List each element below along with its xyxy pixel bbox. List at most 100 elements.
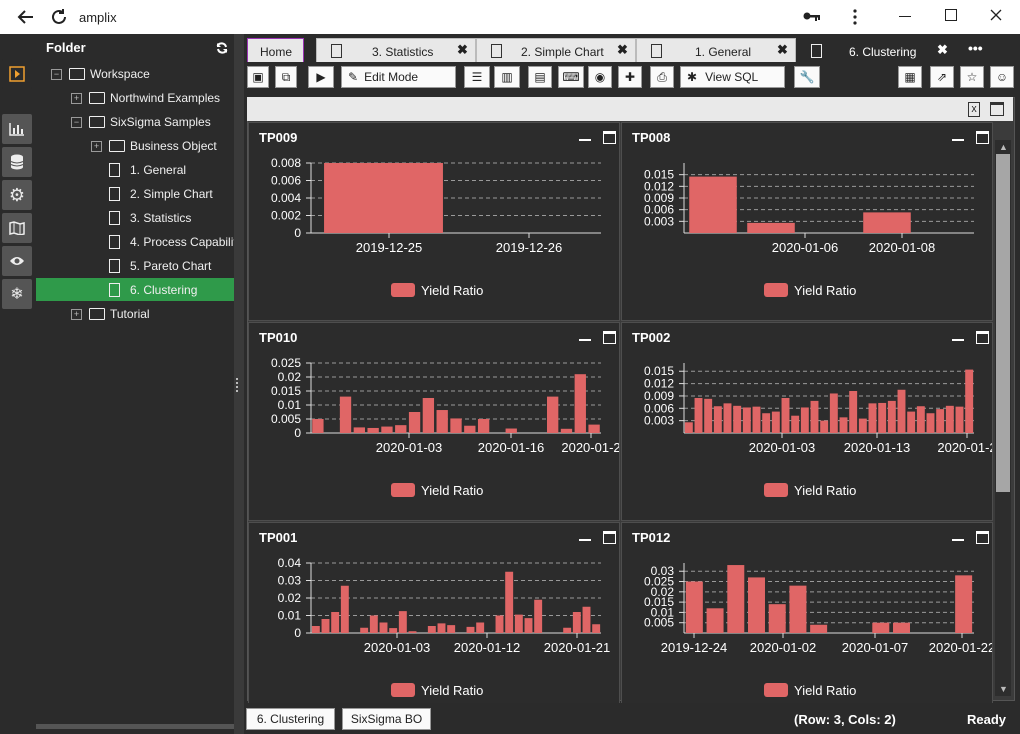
maximize-panel-icon[interactable] xyxy=(603,331,616,344)
legend-label[interactable]: Yield Ratio xyxy=(421,683,483,698)
bar[interactable] xyxy=(427,626,436,633)
map-icon[interactable] xyxy=(2,213,32,243)
bar[interactable] xyxy=(863,212,911,233)
bar[interactable] xyxy=(723,403,732,433)
legend-swatch[interactable] xyxy=(391,483,415,497)
bar[interactable] xyxy=(820,420,829,433)
more-tabs-icon[interactable]: ••• xyxy=(968,40,983,56)
minimize-icon[interactable] xyxy=(899,16,911,17)
tree-item-clustering[interactable]: 6. Clustering xyxy=(130,283,198,297)
bar[interactable] xyxy=(878,402,887,433)
tab-general[interactable]: 1. General ✖ xyxy=(636,38,796,64)
search-icon[interactable]: ◉ xyxy=(588,66,612,88)
bar[interactable] xyxy=(379,622,388,634)
bar[interactable] xyxy=(839,417,848,433)
bar[interactable] xyxy=(560,428,573,433)
bar[interactable] xyxy=(464,425,476,433)
scroll-thumb[interactable] xyxy=(996,154,1010,492)
close-tab-icon[interactable]: ✖ xyxy=(777,42,788,57)
bar[interactable] xyxy=(829,393,838,433)
bar[interactable] xyxy=(945,405,954,433)
bar[interactable] xyxy=(477,419,490,433)
minimize-panel-icon[interactable] xyxy=(579,529,591,541)
collapse-toggle[interactable]: − xyxy=(71,117,82,128)
bar[interactable] xyxy=(450,418,462,433)
status-tab-clustering[interactable]: 6. Clustering xyxy=(246,708,335,730)
bar[interactable] xyxy=(689,176,737,233)
refresh-folder-icon[interactable] xyxy=(216,42,228,54)
bar[interactable] xyxy=(887,400,896,433)
tree-item-statistics[interactable]: 3. Statistics xyxy=(130,211,192,225)
bar[interactable] xyxy=(324,163,443,233)
maximize-panel-icon[interactable] xyxy=(603,131,616,144)
edit-mode-button[interactable]: ✎ Edit Mode xyxy=(341,66,456,88)
scroll-down-icon[interactable]: ▼ xyxy=(999,684,1008,694)
wrench-icon[interactable]: 🔧 xyxy=(794,66,820,88)
chart-icon[interactable]: ▥ xyxy=(494,66,520,88)
expand-toggle[interactable]: + xyxy=(71,309,82,320)
maximize-panel-icon[interactable] xyxy=(976,331,989,344)
close-tab-icon[interactable]: ✖ xyxy=(937,42,948,57)
legend-label[interactable]: Yield Ratio xyxy=(794,283,856,298)
close-tab-icon[interactable]: ✖ xyxy=(617,42,628,57)
tab-clustering[interactable]: 6. Clustering ✖ xyxy=(796,38,956,64)
bar[interactable] xyxy=(312,419,324,433)
legend-label[interactable]: Yield Ratio xyxy=(794,483,856,498)
legend-swatch[interactable] xyxy=(391,683,415,697)
bar[interactable] xyxy=(353,427,365,433)
bar[interactable] xyxy=(563,627,572,633)
tree-item-tutorial[interactable]: Tutorial xyxy=(110,307,150,321)
maximize-dashboard-icon[interactable] xyxy=(990,102,1004,116)
bar[interactable] xyxy=(422,398,435,433)
tree-item-business-object[interactable]: Business Object xyxy=(130,139,217,153)
more-vertical-icon[interactable] xyxy=(852,9,858,25)
bar[interactable] xyxy=(916,406,925,433)
bar[interactable] xyxy=(466,626,475,633)
key-icon[interactable] xyxy=(803,10,821,22)
star-icon[interactable]: ☆ xyxy=(960,66,984,88)
bar[interactable] xyxy=(436,410,448,433)
bar[interactable] xyxy=(572,612,581,633)
bar[interactable] xyxy=(704,398,713,433)
bar[interactable] xyxy=(789,585,807,633)
bar[interactable] xyxy=(955,406,964,433)
bar[interactable] xyxy=(311,626,320,633)
dashboard-scrollbar[interactable]: ▲ ▼ xyxy=(995,140,1011,696)
tree-item-general[interactable]: 1. General xyxy=(130,163,187,177)
bar[interactable] xyxy=(547,396,559,433)
bar[interactable] xyxy=(398,611,407,633)
minimize-panel-icon[interactable] xyxy=(952,529,964,541)
legend-swatch[interactable] xyxy=(764,683,788,697)
panel-splitter[interactable] xyxy=(234,34,244,734)
legend-label[interactable]: Yield Ratio xyxy=(421,483,483,498)
bar[interactable] xyxy=(791,415,800,433)
add-icon[interactable]: ✚ xyxy=(618,66,642,88)
bar[interactable] xyxy=(582,606,591,633)
bar[interactable] xyxy=(389,628,398,633)
bar[interactable] xyxy=(684,422,693,433)
bar[interactable] xyxy=(872,622,890,633)
bar[interactable] xyxy=(381,426,393,433)
print-icon[interactable]: ⎙ xyxy=(650,66,674,88)
bar[interactable] xyxy=(505,428,517,433)
minimize-panel-icon[interactable] xyxy=(579,329,591,341)
legend-swatch[interactable] xyxy=(764,483,788,497)
database-icon[interactable] xyxy=(2,147,32,177)
bar[interactable] xyxy=(505,571,514,633)
legend-label[interactable]: Yield Ratio xyxy=(794,683,856,698)
bar[interactable] xyxy=(395,425,407,433)
bar[interactable] xyxy=(321,619,330,633)
legend-swatch[interactable] xyxy=(391,283,415,297)
bar[interactable] xyxy=(768,604,786,633)
bar[interactable] xyxy=(742,407,751,433)
tab-simple-chart[interactable]: 2. Simple Chart ✖ xyxy=(476,38,636,64)
legend-swatch[interactable] xyxy=(764,283,788,297)
bar[interactable] xyxy=(762,413,771,433)
bar[interactable] xyxy=(369,615,378,634)
bar[interactable] xyxy=(849,391,858,433)
bar[interactable] xyxy=(534,599,543,633)
list-icon[interactable]: ☰ xyxy=(464,66,490,88)
keyboard-icon[interactable]: ⌨ xyxy=(558,66,584,88)
collapse-toggle[interactable]: − xyxy=(51,69,62,80)
gear-icon[interactable]: ⚙ xyxy=(2,180,32,210)
